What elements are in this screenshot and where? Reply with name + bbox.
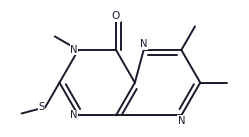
Text: N: N (178, 116, 185, 126)
Text: N: N (140, 39, 147, 49)
Text: O: O (112, 11, 120, 21)
Text: N: N (70, 110, 78, 120)
Text: S: S (38, 102, 45, 112)
Text: N: N (70, 45, 78, 55)
